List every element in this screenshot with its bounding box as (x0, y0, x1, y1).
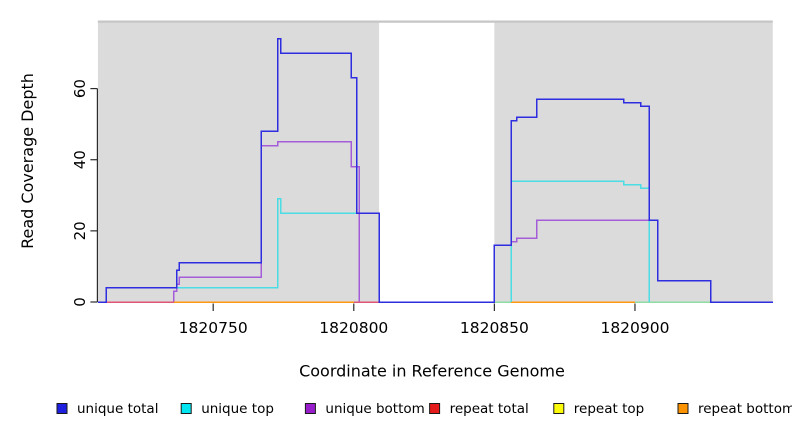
legend-label-unique-total: unique total (77, 401, 158, 417)
series-line-unique-total (97, 38, 773, 303)
legend-label-unique-bottom: unique bottom (325, 401, 424, 417)
y-tick-label: 40 (71, 150, 89, 169)
x-tick-label: 1820850 (460, 319, 529, 337)
legend-label-unique-top: unique top (201, 401, 274, 417)
legend-marker-unique-bottom (304, 403, 316, 414)
series-line-unique-bottom (97, 141, 773, 303)
x-tick-label: 1820900 (600, 319, 669, 337)
x-tick-label: 1820750 (179, 319, 248, 337)
shaded-region (494, 21, 773, 303)
x-tick-label: 1820800 (319, 319, 388, 337)
legend-label-repeat-bottom: repeat bottom (698, 401, 792, 417)
legend-marker-unique-top (180, 403, 192, 414)
legend-label-repeat-total: repeat total (450, 401, 529, 417)
x-axis-title: Coordinate in Reference Genome (299, 362, 565, 381)
y-tick-label: 60 (71, 79, 89, 98)
y-axis-title: Read Coverage Depth (18, 73, 37, 249)
shaded-region (97, 21, 380, 303)
y-tick-label: 0 (71, 297, 89, 307)
y-tick-label: 20 (71, 221, 89, 240)
legend-marker-repeat-top (553, 403, 565, 414)
legend-marker-repeat-total (429, 403, 441, 414)
legend-marker-repeat-bottom (677, 403, 689, 414)
series-line-unique-top (510, 180, 650, 302)
legend-label-repeat-top: repeat top (574, 401, 644, 417)
legend-marker-unique-total (56, 403, 68, 414)
